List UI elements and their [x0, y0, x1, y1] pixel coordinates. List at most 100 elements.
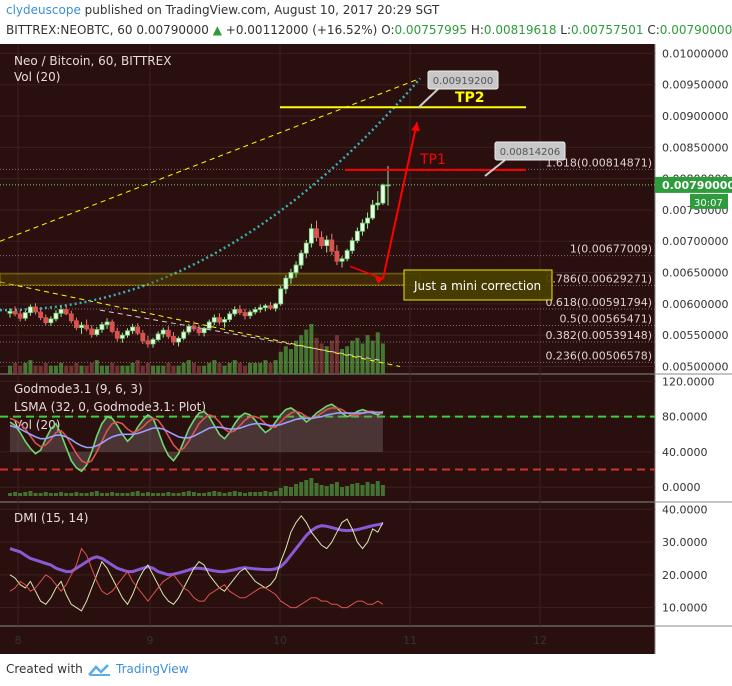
fib-level-label: 1(0.00677009): [570, 243, 652, 256]
volume-bar: [294, 340, 299, 374]
volume-bar: [380, 343, 385, 374]
volume-bar: [268, 362, 273, 374]
candle-body: [344, 250, 350, 260]
volume-bar: [161, 365, 166, 374]
candle-body: [217, 317, 222, 323]
candle-body: [339, 258, 345, 262]
candle-body: [273, 303, 279, 309]
volume-bar: [156, 365, 161, 374]
volume-bar: [232, 360, 237, 374]
callout-tp1-pointer: [484, 159, 506, 177]
volume-bar: [314, 337, 319, 374]
osc-volume-bar: [375, 481, 380, 496]
osc-volume-bar: [329, 484, 334, 496]
osc-volume-bar: [156, 493, 161, 496]
fib-level-label: 0.618(0.00591794): [545, 296, 652, 309]
osc-volume-bar: [334, 482, 339, 496]
chart-svg[interactable]: Neo / Bitcoin, 60, BITTREX Vol (20) Godm…: [0, 44, 732, 654]
osc-volume-bar: [135, 491, 140, 496]
volume-bar: [299, 335, 304, 374]
osc-volume-bar: [268, 492, 273, 496]
candle-body: [360, 222, 365, 232]
volume-bar: [217, 362, 222, 374]
candle-body: [165, 329, 171, 337]
osc-volume-bar: [69, 493, 74, 496]
candle-body: [186, 326, 192, 333]
candle-body: [222, 319, 227, 323]
candle-body: [247, 311, 253, 317]
high-value: 0.00819618: [483, 23, 557, 37]
volume-bar: [304, 329, 309, 374]
candle-body: [308, 228, 314, 244]
volume-bar: [248, 362, 253, 374]
osc-volume-bar: [181, 492, 186, 496]
x-tick-label: 8: [15, 634, 22, 647]
callout-top-text: 0.00919200: [433, 76, 493, 87]
fib-level-label: 0.382(0.00539148): [545, 329, 652, 342]
author-link[interactable]: clydeuscope: [6, 3, 81, 17]
osc-volume-bar: [84, 493, 89, 496]
x-tick-label: 12: [533, 634, 547, 647]
tradingview-brand-link[interactable]: TradingView: [116, 662, 189, 676]
osc-volume-bar: [370, 484, 375, 496]
volume-bar: [375, 332, 380, 374]
osc-volume-bar: [33, 493, 38, 496]
candle-body: [206, 321, 212, 329]
lsma-title: LSMA (32, 0, Godmode3.1: Plot): [14, 400, 206, 414]
volume-bar: [74, 362, 79, 374]
chart-area[interactable]: Neo / Bitcoin, 60, BITTREX Vol (20) Godm…: [0, 44, 732, 654]
osc-volume-bar: [13, 492, 18, 496]
volume-bar: [120, 365, 125, 374]
candle-body: [211, 317, 217, 323]
osc-volume-bar: [263, 491, 268, 496]
support-zone: [0, 273, 421, 286]
last-price: 0.00790000: [136, 23, 209, 37]
candle-body: [99, 324, 105, 330]
volume-bar: [18, 365, 23, 374]
osc-volume-bar: [340, 487, 345, 496]
candle-body: [155, 333, 161, 340]
change-value: +0.00112000 (+16.52%): [225, 23, 378, 37]
x-tick-label: 9: [147, 634, 154, 647]
price-tick-label: 0.00850000: [662, 141, 728, 154]
volume-bar: [324, 346, 329, 374]
volume-bar: [84, 365, 89, 374]
candle-body: [324, 239, 330, 247]
price-tick-label: 0.01000000: [662, 47, 728, 60]
candle-body: [288, 272, 294, 279]
publish-header: clydeuscope published on TradingView.com…: [0, 0, 732, 44]
osc-volume-bar: [365, 482, 370, 496]
volume-bar: [309, 324, 314, 374]
candle-body: [201, 327, 207, 334]
volume-bar: [288, 349, 293, 374]
tp2-label: TP2: [455, 90, 485, 106]
osc-volume-bar: [355, 483, 360, 496]
candle-body: [53, 312, 59, 320]
dmi-tick-label: 40.0000: [662, 503, 708, 516]
volume-bar: [23, 362, 28, 374]
dmi-pane: [9, 514, 384, 612]
osc-tick-label: 120.0000: [662, 375, 715, 388]
tp1-label: TP1: [419, 152, 446, 168]
price-axis-background: [655, 44, 732, 654]
osc-volume-bar: [380, 485, 385, 496]
volume-bar: [263, 360, 268, 374]
candle-body: [380, 184, 386, 204]
tradingview-logo-icon: [88, 664, 110, 676]
osc-series-line-1: [9, 407, 383, 465]
volume-bar: [59, 362, 64, 374]
volume-bar: [242, 365, 247, 374]
close-label: C:: [647, 23, 660, 37]
osc-volume-bar: [171, 493, 176, 496]
volume-bar: [227, 362, 232, 374]
osc-volume-bar: [288, 487, 293, 496]
callout-tp1-box: [494, 141, 566, 161]
osc-volume-bar: [43, 492, 48, 496]
volume-bar: [53, 365, 58, 374]
volume-bar: [89, 362, 94, 374]
volume-bar: [202, 365, 207, 374]
dmi-series-line-2: [9, 547, 384, 609]
volume-bar: [99, 365, 104, 374]
candle-body: [334, 250, 340, 262]
volume-bar: [329, 340, 334, 374]
